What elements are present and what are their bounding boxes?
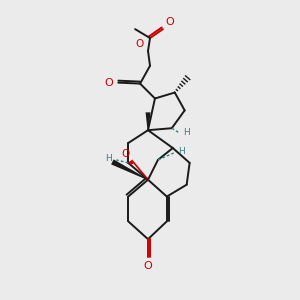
Text: H: H bbox=[106, 154, 112, 164]
Text: H: H bbox=[183, 128, 189, 137]
Text: O: O bbox=[166, 17, 175, 27]
Text: O: O bbox=[121, 149, 129, 159]
Polygon shape bbox=[146, 112, 151, 130]
Text: O: O bbox=[105, 78, 113, 88]
Text: O: O bbox=[144, 261, 152, 271]
Text: H: H bbox=[178, 148, 184, 157]
Polygon shape bbox=[128, 160, 134, 164]
Text: O: O bbox=[136, 39, 144, 49]
Polygon shape bbox=[111, 159, 148, 180]
